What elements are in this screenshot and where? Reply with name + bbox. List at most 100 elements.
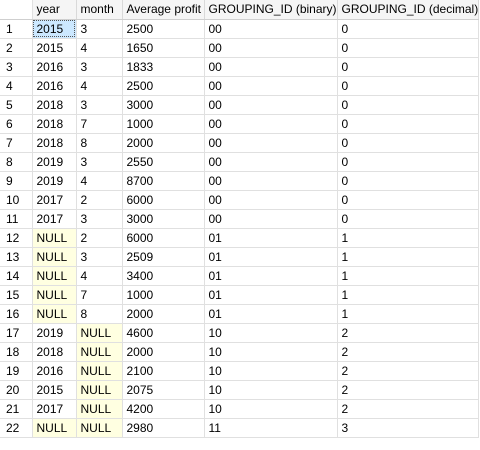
cell-grouping-id-decimal[interactable]: 0: [337, 171, 480, 191]
column-header-year[interactable]: year: [32, 0, 77, 20]
cell-month[interactable]: 2: [76, 190, 123, 210]
cell-grouping-id-binary[interactable]: 01: [204, 304, 338, 324]
cell-year[interactable]: 2018: [32, 95, 77, 115]
cell-average-profit[interactable]: 3400: [122, 266, 205, 286]
cell-average-profit[interactable]: 2100: [122, 361, 205, 381]
row-number[interactable]: 16: [0, 304, 33, 324]
cell-average-profit[interactable]: 2000: [122, 304, 205, 324]
cell-month[interactable]: 8: [76, 133, 123, 153]
cell-grouping-id-decimal[interactable]: 0: [337, 95, 480, 115]
cell-grouping-id-binary[interactable]: 00: [204, 133, 338, 153]
cell-year[interactable]: 2016: [32, 361, 77, 381]
cell-grouping-id-decimal[interactable]: 0: [337, 114, 480, 134]
cell-average-profit[interactable]: 1650: [122, 38, 205, 58]
cell-grouping-id-decimal[interactable]: 2: [337, 361, 480, 381]
cell-grouping-id-decimal[interactable]: 0: [337, 76, 480, 96]
cell-year[interactable]: 2017: [32, 190, 77, 210]
table-row[interactable]: 21 2017 NULL 4200 10 2: [0, 399, 480, 419]
cell-grouping-id-binary[interactable]: 11: [204, 418, 338, 438]
cell-month[interactable]: 7: [76, 114, 123, 134]
cell-grouping-id-binary[interactable]: 00: [204, 38, 338, 58]
cell-grouping-id-decimal[interactable]: 0: [337, 152, 480, 172]
cell-year[interactable]: 2019: [32, 171, 77, 191]
cell-year[interactable]: NULL: [32, 285, 77, 305]
cell-month[interactable]: 4: [76, 76, 123, 96]
cell-month[interactable]: 2: [76, 228, 123, 248]
table-row[interactable]: 19 2016 NULL 2100 10 2: [0, 361, 480, 381]
cell-grouping-id-decimal[interactable]: 2: [337, 380, 480, 400]
table-row[interactable]: 15 NULL 7 1000 01 1: [0, 285, 480, 305]
row-number[interactable]: 4: [0, 76, 33, 96]
cell-grouping-id-decimal[interactable]: 0: [337, 133, 480, 153]
table-row[interactable]: 5 2018 3 3000 00 0: [0, 95, 480, 115]
table-row[interactable]: 17 2019 NULL 4600 10 2: [0, 323, 480, 343]
table-row[interactable]: 7 2018 8 2000 00 0: [0, 133, 480, 153]
cell-average-profit[interactable]: 2500: [122, 19, 205, 39]
cell-grouping-id-binary[interactable]: 00: [204, 57, 338, 77]
cell-year[interactable]: 2017: [32, 399, 77, 419]
cell-year[interactable]: 2015: [32, 38, 77, 58]
row-number[interactable]: 9: [0, 171, 33, 191]
cell-month[interactable]: 4: [76, 38, 123, 58]
row-number[interactable]: 10: [0, 190, 33, 210]
row-number[interactable]: 8: [0, 152, 33, 172]
cell-average-profit[interactable]: 1000: [122, 114, 205, 134]
row-number[interactable]: 12: [0, 228, 33, 248]
cell-grouping-id-decimal[interactable]: 1: [337, 304, 480, 324]
cell-average-profit[interactable]: 2980: [122, 418, 205, 438]
cell-average-profit[interactable]: 8700: [122, 171, 205, 191]
cell-year[interactable]: 2015: [32, 19, 77, 39]
cell-year[interactable]: 2016: [32, 57, 77, 77]
table-row[interactable]: 4 2016 4 2500 00 0: [0, 76, 480, 96]
column-header-month[interactable]: month: [76, 0, 123, 20]
cell-grouping-id-binary[interactable]: 00: [204, 171, 338, 191]
cell-month[interactable]: NULL: [76, 418, 123, 438]
table-row[interactable]: 1 2015 3 2500 00 0: [0, 19, 480, 39]
cell-average-profit[interactable]: 2075: [122, 380, 205, 400]
cell-grouping-id-binary[interactable]: 00: [204, 76, 338, 96]
cell-average-profit[interactable]: 3000: [122, 95, 205, 115]
table-row[interactable]: 6 2018 7 1000 00 0: [0, 114, 480, 134]
row-number[interactable]: 22: [0, 418, 33, 438]
row-number[interactable]: 21: [0, 399, 33, 419]
cell-month[interactable]: 3: [76, 19, 123, 39]
cell-grouping-id-decimal[interactable]: 1: [337, 228, 480, 248]
cell-grouping-id-binary[interactable]: 00: [204, 114, 338, 134]
row-number[interactable]: 2: [0, 38, 33, 58]
cell-grouping-id-binary[interactable]: 10: [204, 361, 338, 381]
cell-grouping-id-binary[interactable]: 00: [204, 190, 338, 210]
column-header-average-profit[interactable]: Average profit: [122, 0, 205, 20]
cell-average-profit[interactable]: 1000: [122, 285, 205, 305]
row-number[interactable]: 1: [0, 19, 33, 39]
cell-year[interactable]: 2016: [32, 76, 77, 96]
cell-year[interactable]: NULL: [32, 228, 77, 248]
cell-month[interactable]: 4: [76, 266, 123, 286]
cell-average-profit[interactable]: 2550: [122, 152, 205, 172]
cell-grouping-id-decimal[interactable]: 3: [337, 418, 480, 438]
table-row[interactable]: 12 NULL 2 6000 01 1: [0, 228, 480, 248]
row-number[interactable]: 7: [0, 133, 33, 153]
cell-month[interactable]: 3: [76, 247, 123, 267]
cell-grouping-id-binary[interactable]: 00: [204, 95, 338, 115]
cell-month[interactable]: 7: [76, 285, 123, 305]
cell-grouping-id-binary[interactable]: 01: [204, 266, 338, 286]
cell-average-profit[interactable]: 3000: [122, 209, 205, 229]
row-number[interactable]: 3: [0, 57, 33, 77]
cell-average-profit[interactable]: 6000: [122, 228, 205, 248]
row-number[interactable]: 19: [0, 361, 33, 381]
cell-year[interactable]: NULL: [32, 266, 77, 286]
cell-grouping-id-decimal[interactable]: 1: [337, 247, 480, 267]
table-row[interactable]: 10 2017 2 6000 00 0: [0, 190, 480, 210]
cell-grouping-id-decimal[interactable]: 0: [337, 190, 480, 210]
cell-average-profit[interactable]: 2000: [122, 342, 205, 362]
table-row[interactable]: 20 2015 NULL 2075 10 2: [0, 380, 480, 400]
table-row[interactable]: 22 NULL NULL 2980 11 3: [0, 418, 480, 438]
cell-month[interactable]: NULL: [76, 323, 123, 343]
cell-year[interactable]: NULL: [32, 304, 77, 324]
cell-year[interactable]: 2019: [32, 323, 77, 343]
column-header-grouping-id-decimal[interactable]: GROUPING_ID (decimal): [337, 0, 480, 20]
cell-month[interactable]: NULL: [76, 399, 123, 419]
cell-year[interactable]: 2018: [32, 133, 77, 153]
cell-year[interactable]: NULL: [32, 247, 77, 267]
cell-average-profit[interactable]: 1833: [122, 57, 205, 77]
